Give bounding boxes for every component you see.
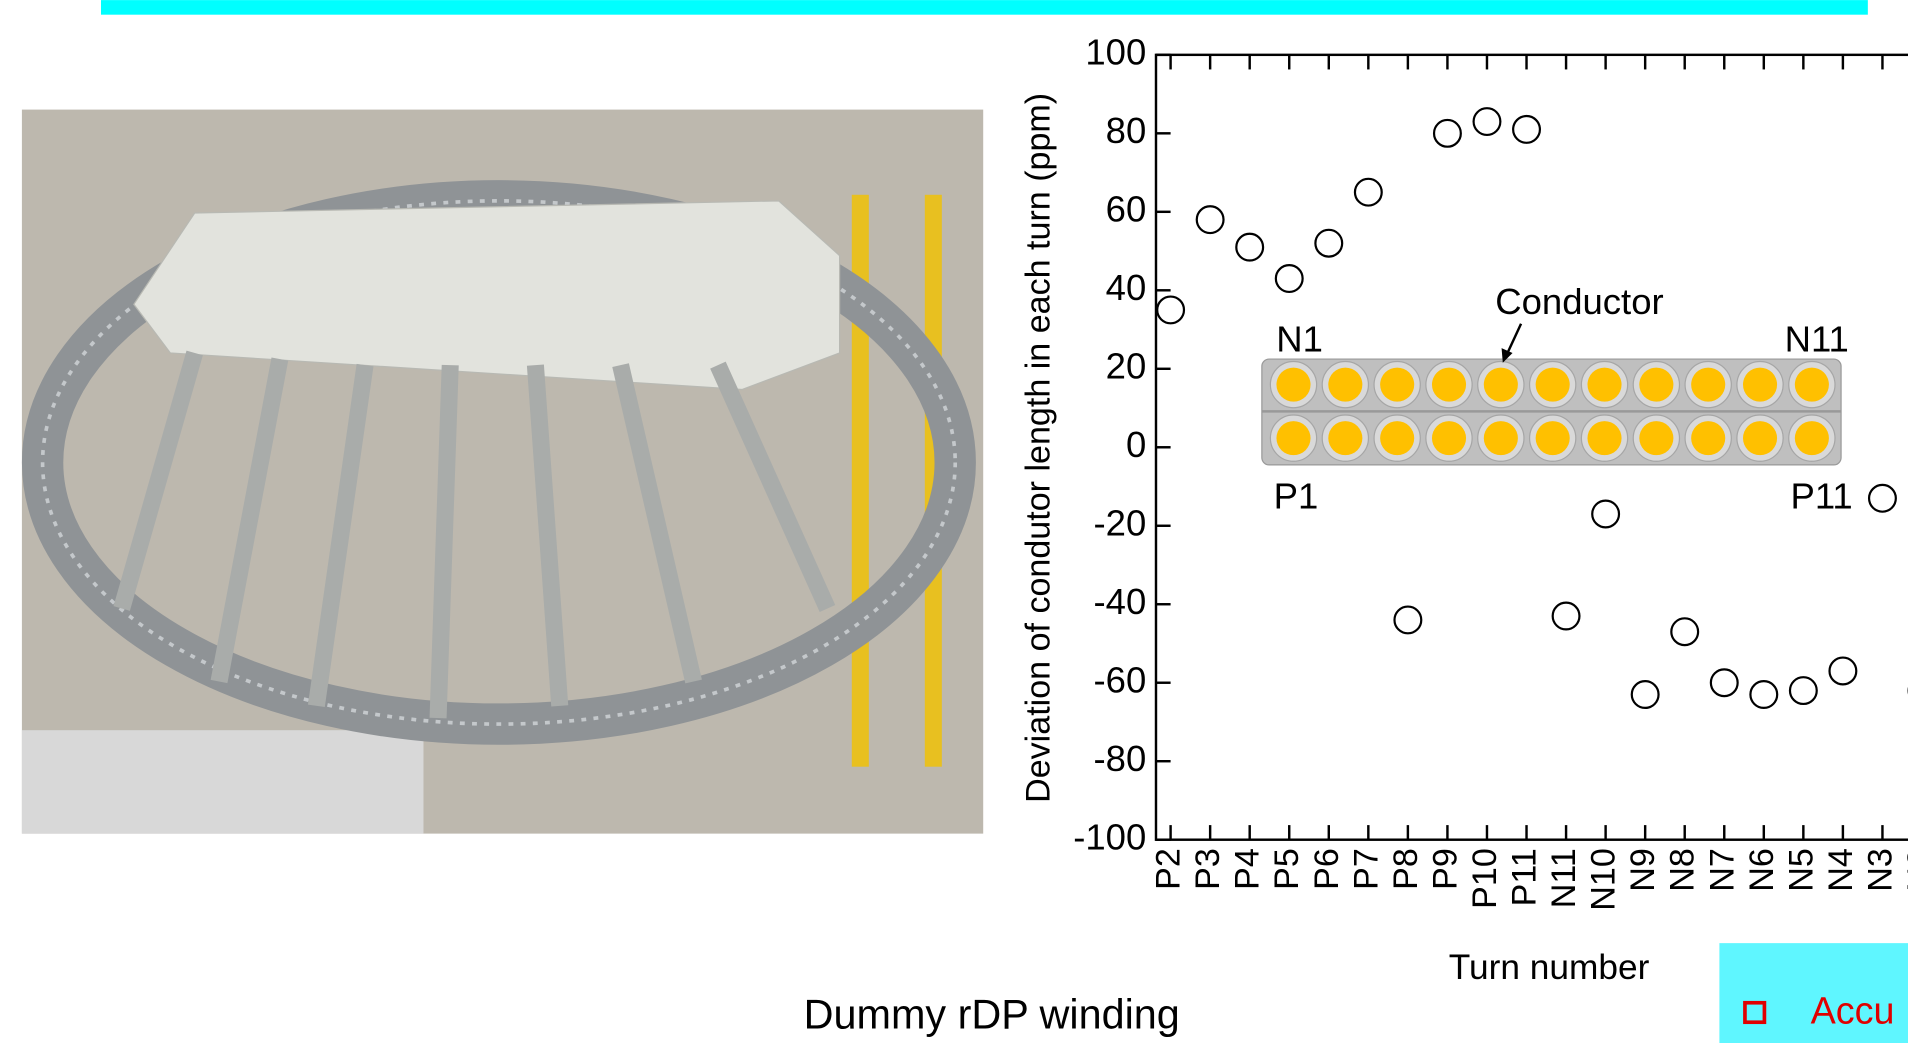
marker [1750,681,1777,708]
marker [1197,206,1224,233]
conductor [1743,421,1777,455]
marker [1592,501,1619,528]
marker [1394,607,1421,634]
marker [1474,108,1501,135]
conductor [1432,421,1466,455]
conductor [1536,421,1570,455]
x-tick-label: N3 [1861,848,1899,892]
x-tick-label: N7 [1703,848,1741,892]
conductor [1432,368,1466,402]
x-tick-label: P3 [1189,848,1227,890]
x-tick-label: N8 [1664,848,1702,892]
marker [1157,297,1184,324]
slide: Dummy rDP winding Turn number Deviation … [0,0,1908,1043]
marker [1711,669,1738,696]
x-tick-label: N5 [1782,848,1820,892]
y-tick-label: -100 [1073,816,1146,857]
conductor [1639,421,1673,455]
marker [1671,618,1698,645]
x-tick-label: P4 [1229,848,1267,890]
x-tick-label: N6 [1743,848,1781,892]
x-tick-label: P9 [1426,848,1464,890]
marker [1553,603,1580,630]
conductor [1743,368,1777,402]
x-tick-label: N4 [1822,848,1860,892]
y-tick-label: -40 [1093,581,1146,622]
marker [1869,485,1896,512]
conductor [1691,368,1725,402]
marker [1355,179,1382,206]
marker [1276,265,1303,292]
inset-diagram [1262,359,1841,465]
x-tick-label: P5 [1268,848,1306,890]
y-tick-label: 60 [1106,188,1147,229]
x-tick-label: P10 [1466,848,1504,909]
x-tick-label: P7 [1347,848,1385,890]
conductor [1639,368,1673,402]
x-tick-label: P11 [1506,848,1544,906]
conductor [1587,368,1621,402]
caption: Dummy rDP winding [804,991,1180,1037]
marker [1632,681,1659,708]
marker [1830,658,1857,685]
conductor [1276,368,1310,402]
y-tick-label: -20 [1093,502,1146,543]
conductor [1328,368,1362,402]
conductor [1536,368,1570,402]
conductor [1691,421,1725,455]
note-text: Accu [1811,990,1895,1032]
header-bar [101,0,1868,15]
inset-label: N1 [1276,319,1323,360]
x-tick-label: N2 [1901,848,1908,892]
conductor [1795,421,1829,455]
y-tick-label: 80 [1106,110,1147,151]
y-axis-title: Deviation of condutor length in each tur… [1019,93,1057,803]
conductor [1484,368,1518,402]
conductor [1276,421,1310,455]
photo [22,110,983,834]
inset-label: P1 [1274,476,1319,517]
inset-label: P11 [1790,476,1852,517]
y-tick-label: 20 [1106,345,1147,386]
conductor [1587,421,1621,455]
x-axis-title: Turn number [1449,948,1650,987]
y-tick-label: 0 [1126,424,1146,465]
x-tick-label: P2 [1150,848,1188,890]
y-tick-label: 40 [1106,267,1147,308]
marker [1513,116,1540,143]
inset-title: Conductor [1495,281,1663,322]
page: {"chart_data":{"type":"scatter", "y_labe… [0,0,1908,1043]
conductor [1328,421,1362,455]
marker [1434,120,1461,147]
y-tick-label: -60 [1093,659,1146,700]
conductor [1380,421,1414,455]
marker [1236,234,1263,261]
y-tick-label: -80 [1093,738,1146,779]
x-tick-label: P6 [1308,848,1346,890]
marker [1790,677,1817,704]
x-tick-label: N10 [1585,848,1623,911]
x-tick-label: P8 [1387,848,1425,890]
conductor [1484,421,1518,455]
x-tick-label: N9 [1624,848,1662,892]
x-tick-label: N11 [1545,848,1583,908]
conductor [1795,368,1829,402]
marker [1315,230,1342,257]
y-tick-label: 100 [1085,31,1146,72]
inset-label: N11 [1785,319,1849,360]
conductor [1380,368,1414,402]
